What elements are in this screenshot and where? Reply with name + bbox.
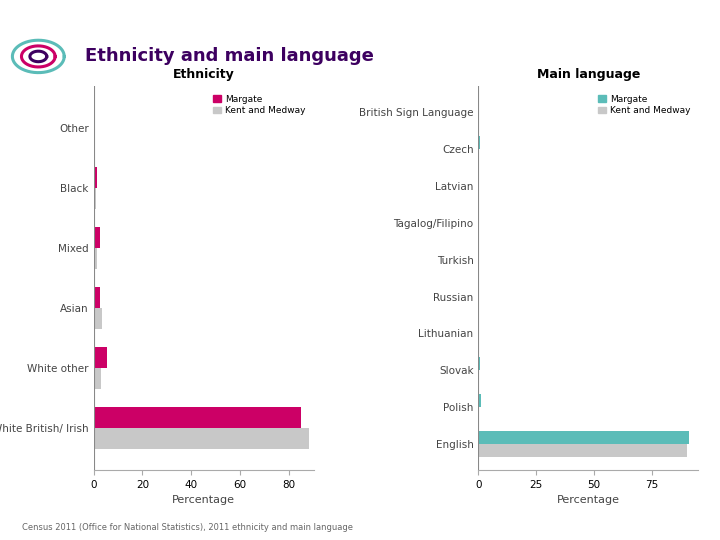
Bar [94, 167, 97, 188]
Bar [94, 188, 96, 209]
Bar [479, 394, 481, 407]
Bar [94, 368, 101, 389]
Text: Ethnicity and main language: Ethnicity and main language [85, 48, 374, 65]
Bar [94, 248, 96, 269]
Bar [94, 308, 102, 329]
Bar [479, 136, 480, 149]
Bar [94, 347, 107, 368]
Legend: Margate, Kent and Medway: Margate, Kent and Medway [595, 91, 694, 119]
Bar [479, 431, 689, 444]
Legend: Margate, Kent and Medway: Margate, Kent and Medway [210, 91, 309, 119]
Bar [94, 407, 301, 428]
Text: Census 2011 (Office for National Statistics), 2011 ethnicity and main language: Census 2011 (Office for National Statist… [22, 523, 353, 532]
Bar [94, 428, 309, 449]
Text: 15: 15 [9, 11, 26, 24]
Bar [94, 227, 99, 248]
Bar [479, 357, 480, 370]
Title: Ethnicity: Ethnicity [173, 68, 235, 81]
X-axis label: Percentage: Percentage [557, 495, 620, 505]
Bar [94, 287, 99, 308]
Title: Main language: Main language [536, 68, 640, 81]
X-axis label: Percentage: Percentage [172, 495, 235, 505]
Bar [94, 107, 95, 129]
Bar [479, 444, 687, 457]
